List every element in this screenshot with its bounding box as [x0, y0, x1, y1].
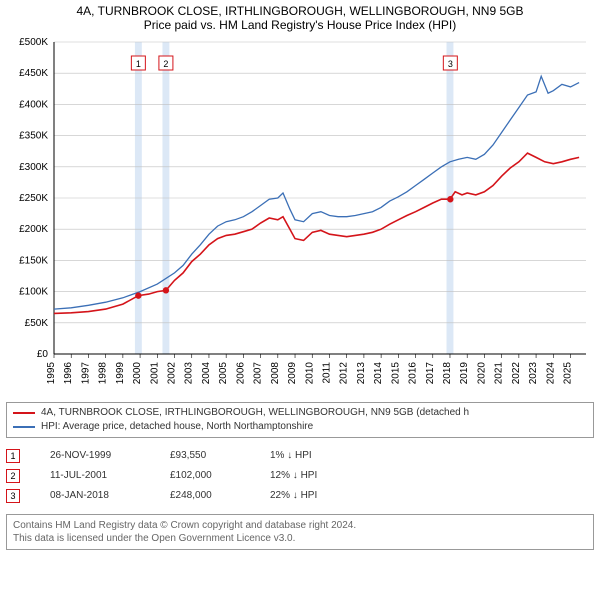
y-tick-label: £450K	[19, 68, 48, 79]
event-price: £102,000	[170, 466, 240, 486]
event-delta: 12% ↓ HPI	[270, 466, 360, 486]
event-delta: 22% ↓ HPI	[270, 486, 360, 506]
x-tick-label: 2000	[132, 362, 143, 385]
x-tick-label: 1996	[63, 362, 74, 385]
x-tick-label: 1997	[80, 362, 91, 385]
y-tick-label: £0	[37, 349, 49, 360]
x-tick-label: 2016	[408, 362, 419, 385]
x-tick-label: 2001	[149, 362, 160, 385]
y-tick-label: £50K	[25, 318, 49, 329]
x-tick-label: 2008	[270, 362, 281, 385]
event-delta: 1% ↓ HPI	[270, 446, 360, 466]
event-date: 11-JUL-2001	[50, 466, 140, 486]
x-tick-label: 2011	[321, 362, 332, 384]
legend-swatch	[13, 412, 35, 414]
event-price: £248,000	[170, 486, 240, 506]
legend-swatch	[13, 426, 35, 428]
x-tick-label: 2018	[442, 362, 453, 385]
event-row: 2 11-JUL-2001 £102,000 12% ↓ HPI	[6, 466, 594, 486]
event-marker-dot	[447, 196, 453, 202]
x-tick-label: 2004	[201, 362, 212, 385]
x-tick-label: 2010	[304, 362, 315, 385]
x-tick-label: 2025	[563, 362, 574, 385]
x-tick-label: 1995	[46, 362, 57, 385]
event-date: 08-JAN-2018	[50, 486, 140, 506]
event-marker-dot	[163, 287, 169, 293]
event-marker-number: 2	[163, 59, 168, 69]
x-tick-label: 1998	[98, 362, 109, 385]
y-tick-label: £400K	[19, 99, 48, 110]
title-block: 4A, TURNBROOK CLOSE, IRTHLINGBOROUGH, WE…	[6, 4, 594, 32]
x-tick-label: 2022	[511, 362, 522, 385]
legend-label: 4A, TURNBROOK CLOSE, IRTHLINGBOROUGH, WE…	[41, 406, 469, 420]
y-tick-label: £250K	[19, 193, 48, 204]
x-tick-label: 2007	[253, 362, 264, 385]
event-row: 3 08-JAN-2018 £248,000 22% ↓ HPI	[6, 486, 594, 506]
event-badge: 3	[6, 489, 20, 503]
x-tick-label: 2013	[356, 362, 367, 385]
line-chart-svg: £0 £50K £100K £150K £200K £250K £300K £350K £400…	[6, 36, 594, 396]
x-tick-label: 2003	[184, 362, 195, 385]
legend-row: 4A, TURNBROOK CLOSE, IRTHLINGBOROUGH, WE…	[13, 406, 587, 420]
x-tick-label: 2009	[287, 362, 298, 385]
event-row: 1 26-NOV-1999 £93,550 1% ↓ HPI	[6, 446, 594, 466]
x-tick-label: 2002	[167, 362, 178, 385]
x-tick-label: 2020	[476, 362, 487, 385]
series-hpi	[54, 76, 579, 309]
y-tick-label: £350K	[19, 131, 48, 142]
event-price: £93,550	[170, 446, 240, 466]
chart-area: £0 £50K £100K £150K £200K £250K £300K £350K £400…	[6, 36, 594, 396]
legend: 4A, TURNBROOK CLOSE, IRTHLINGBOROUGH, WE…	[6, 402, 594, 438]
legend-label: HPI: Average price, detached house, Nort…	[41, 420, 313, 434]
event-badge: 2	[6, 469, 20, 483]
x-tick-label: 2024	[545, 362, 556, 385]
x-tick-label: 2012	[339, 362, 350, 385]
chart-container: 4A, TURNBROOK CLOSE, IRTHLINGBOROUGH, WE…	[0, 0, 600, 554]
legend-row: HPI: Average price, detached house, Nort…	[13, 420, 587, 434]
x-tick-label: 2023	[528, 362, 539, 385]
x-tick-label: 2021	[494, 362, 505, 385]
y-tick-label: £500K	[19, 37, 48, 48]
x-tick-label: 2006	[235, 362, 246, 385]
title-line2: Price paid vs. HM Land Registry's House …	[6, 18, 594, 32]
event-marker-number: 1	[136, 59, 141, 69]
x-tick-label: 2019	[459, 362, 470, 385]
x-tick-label: 2015	[390, 362, 401, 385]
events-table: 1 26-NOV-1999 £93,550 1% ↓ HPI 2 11-JUL-2001 £…	[6, 446, 594, 506]
series-price_paid	[54, 153, 579, 313]
attribution-line2: This data is licensed under the Open Gov…	[13, 532, 587, 545]
y-tick-label: £100K	[19, 287, 48, 298]
attribution-box: Contains HM Land Registry data © Crown c…	[6, 514, 594, 550]
event-badge: 1	[6, 449, 20, 463]
y-tick-label: £200K	[19, 224, 48, 235]
x-tick-label: 2005	[218, 362, 229, 385]
y-tick-label: £150K	[19, 255, 48, 266]
event-date: 26-NOV-1999	[50, 446, 140, 466]
attribution-line1: Contains HM Land Registry data © Crown c…	[13, 519, 587, 532]
x-tick-label: 1999	[115, 362, 126, 385]
x-tick-label: 2014	[373, 362, 384, 385]
x-tick-label: 2017	[425, 362, 436, 385]
title-line1: 4A, TURNBROOK CLOSE, IRTHLINGBOROUGH, WE…	[6, 4, 594, 18]
event-marker-number: 3	[448, 59, 453, 69]
y-tick-label: £300K	[19, 162, 48, 173]
event-marker-dot	[135, 292, 141, 298]
